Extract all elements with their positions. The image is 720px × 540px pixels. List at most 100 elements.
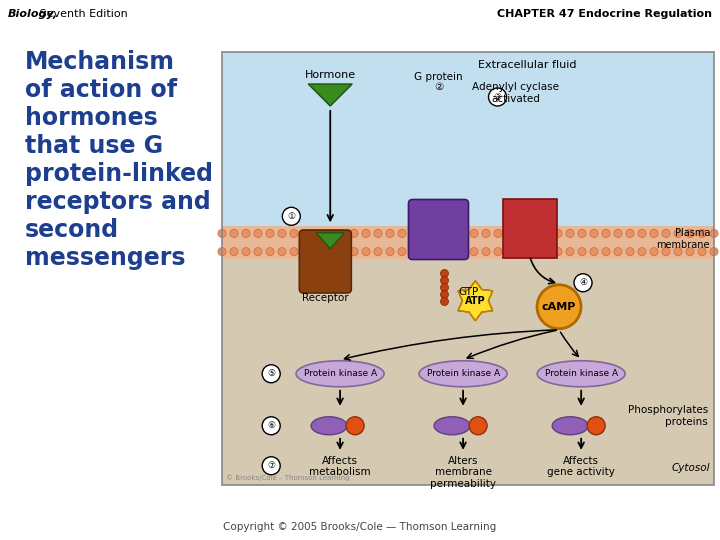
Circle shape bbox=[290, 247, 298, 256]
Text: Mechanism: Mechanism bbox=[25, 50, 175, 74]
Ellipse shape bbox=[552, 417, 588, 435]
Text: protein-linked: protein-linked bbox=[25, 162, 213, 186]
Circle shape bbox=[326, 247, 334, 256]
Circle shape bbox=[686, 230, 694, 238]
Text: Alters
membrane
permeability: Alters membrane permeability bbox=[430, 456, 496, 489]
Ellipse shape bbox=[311, 417, 347, 435]
Circle shape bbox=[626, 230, 634, 238]
Circle shape bbox=[578, 230, 586, 238]
Circle shape bbox=[350, 247, 358, 256]
Circle shape bbox=[362, 230, 370, 238]
Circle shape bbox=[282, 207, 300, 225]
Circle shape bbox=[530, 247, 538, 256]
Circle shape bbox=[374, 230, 382, 238]
Text: messengers: messengers bbox=[25, 246, 186, 270]
Text: second: second bbox=[25, 218, 119, 242]
Text: GTP: GTP bbox=[459, 287, 479, 296]
Circle shape bbox=[278, 230, 286, 238]
Text: Protein kinase A: Protein kinase A bbox=[304, 369, 377, 378]
Circle shape bbox=[326, 230, 334, 238]
Circle shape bbox=[710, 247, 718, 256]
Circle shape bbox=[590, 230, 598, 238]
Circle shape bbox=[588, 417, 605, 435]
Text: Affects
gene activity: Affects gene activity bbox=[547, 456, 615, 477]
Circle shape bbox=[638, 247, 646, 256]
Circle shape bbox=[614, 247, 622, 256]
Text: Phosphorylates
proteins: Phosphorylates proteins bbox=[628, 405, 708, 427]
Circle shape bbox=[398, 230, 406, 238]
Circle shape bbox=[458, 230, 466, 238]
Circle shape bbox=[698, 247, 706, 256]
Circle shape bbox=[362, 247, 370, 256]
FancyBboxPatch shape bbox=[503, 199, 557, 258]
Circle shape bbox=[398, 247, 406, 256]
Circle shape bbox=[441, 276, 449, 285]
Circle shape bbox=[566, 230, 574, 238]
Circle shape bbox=[542, 230, 550, 238]
Text: Receptor: Receptor bbox=[302, 293, 348, 303]
Circle shape bbox=[489, 88, 507, 106]
Text: Plasma
membrane: Plasma membrane bbox=[657, 228, 710, 250]
Circle shape bbox=[254, 247, 262, 256]
Text: receptors and: receptors and bbox=[25, 190, 211, 214]
Ellipse shape bbox=[419, 361, 507, 387]
Polygon shape bbox=[458, 281, 492, 321]
Circle shape bbox=[662, 230, 670, 238]
Circle shape bbox=[537, 285, 581, 329]
Ellipse shape bbox=[296, 361, 384, 387]
Text: that use G: that use G bbox=[25, 134, 163, 158]
Bar bbox=[222, 259, 714, 485]
Circle shape bbox=[470, 230, 478, 238]
Circle shape bbox=[638, 230, 646, 238]
Circle shape bbox=[482, 230, 490, 238]
Bar bbox=[222, 52, 714, 485]
Text: ⑦: ⑦ bbox=[267, 461, 275, 470]
Circle shape bbox=[278, 247, 286, 256]
Circle shape bbox=[242, 230, 250, 238]
Circle shape bbox=[626, 247, 634, 256]
Circle shape bbox=[314, 230, 322, 238]
Circle shape bbox=[686, 247, 694, 256]
Circle shape bbox=[446, 247, 454, 256]
Text: ①: ① bbox=[287, 212, 295, 221]
Circle shape bbox=[266, 230, 274, 238]
Circle shape bbox=[494, 247, 502, 256]
Circle shape bbox=[230, 230, 238, 238]
Circle shape bbox=[506, 247, 514, 256]
Circle shape bbox=[506, 230, 514, 238]
Circle shape bbox=[262, 364, 280, 383]
Text: G protein: G protein bbox=[414, 72, 463, 82]
Circle shape bbox=[650, 230, 658, 238]
Circle shape bbox=[410, 247, 418, 256]
Ellipse shape bbox=[537, 361, 625, 387]
Circle shape bbox=[346, 417, 364, 435]
Circle shape bbox=[386, 230, 394, 238]
Circle shape bbox=[410, 230, 418, 238]
Circle shape bbox=[662, 247, 670, 256]
Circle shape bbox=[441, 269, 449, 278]
FancyBboxPatch shape bbox=[408, 199, 469, 260]
Circle shape bbox=[262, 457, 280, 475]
Circle shape bbox=[422, 230, 430, 238]
Circle shape bbox=[242, 247, 250, 256]
Circle shape bbox=[218, 230, 226, 238]
Text: ③: ③ bbox=[493, 92, 502, 102]
Circle shape bbox=[446, 230, 454, 238]
Text: Extracellular fluid: Extracellular fluid bbox=[478, 60, 576, 70]
Circle shape bbox=[441, 298, 449, 306]
Circle shape bbox=[302, 230, 310, 238]
Circle shape bbox=[254, 230, 262, 238]
Circle shape bbox=[434, 247, 442, 256]
Text: Protein kinase A: Protein kinase A bbox=[544, 369, 618, 378]
Text: Seventh Edition: Seventh Edition bbox=[36, 9, 127, 19]
Text: Copyright © 2005 Brooks/Cole — Thomson Learning: Copyright © 2005 Brooks/Cole — Thomson L… bbox=[223, 522, 497, 532]
Circle shape bbox=[518, 230, 526, 238]
Polygon shape bbox=[316, 233, 344, 249]
Circle shape bbox=[350, 230, 358, 238]
Circle shape bbox=[518, 247, 526, 256]
Circle shape bbox=[710, 230, 718, 238]
Circle shape bbox=[230, 247, 238, 256]
Circle shape bbox=[614, 230, 622, 238]
Text: CHAPTER 47 Endocrine Regulation: CHAPTER 47 Endocrine Regulation bbox=[497, 9, 712, 19]
Circle shape bbox=[698, 230, 706, 238]
